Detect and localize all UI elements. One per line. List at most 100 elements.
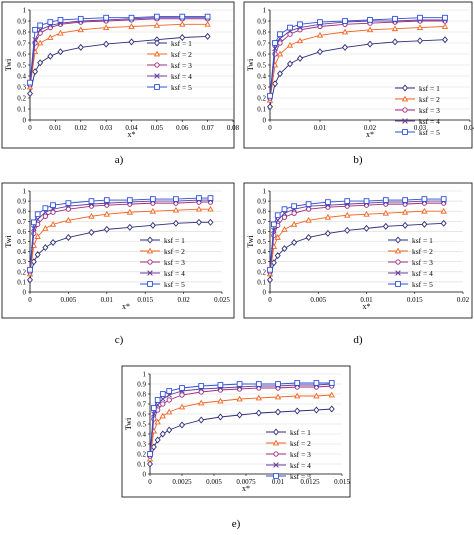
data-point xyxy=(166,426,173,434)
y-tick-label: 0.9 xyxy=(17,198,26,206)
data-point xyxy=(440,196,447,202)
panel-label: e) xyxy=(232,518,241,530)
chart-panel-2: 0 0.1 0.2 0.3 0.4 0.5 0.6 0.7 0.8 0.9 1 0 0.01 0.02 0.… xyxy=(243,1,474,149)
x-axis-title: x* xyxy=(122,302,130,311)
legend-label: ksf = 1 xyxy=(412,236,433,245)
series-5 xyxy=(27,13,211,86)
legend-marker xyxy=(147,281,153,287)
data-point xyxy=(103,210,110,217)
legend-label: ksf = 3 xyxy=(290,450,311,459)
y-tick-label: 0.8 xyxy=(17,29,26,37)
legend-marker xyxy=(153,50,161,57)
legend-marker xyxy=(395,281,401,287)
legend-label: ksf = 5 xyxy=(419,128,440,137)
panel-label: a) xyxy=(115,154,124,166)
data-point xyxy=(36,39,44,46)
data-point xyxy=(421,220,428,228)
legend: ksf = 1 ksf = 2 ksf = 3 ksf = 4 ksf = 5 xyxy=(388,236,433,289)
data-point xyxy=(286,41,294,48)
legend: ksf = 1 ksf = 2 ksf = 3 ksf = 4 ksf = 5 xyxy=(147,39,192,92)
data-point xyxy=(57,29,64,36)
data-point xyxy=(305,233,312,241)
data-point xyxy=(290,221,298,227)
data-point xyxy=(236,381,243,387)
x-axis-title: x* xyxy=(128,130,136,139)
chart-panel-4: 0 0.1 0.2 0.3 0.4 0.5 0.6 0.7 0.8 0.9 1 0 0.005 0.01 0… xyxy=(243,182,473,319)
data-point xyxy=(32,68,39,76)
data-point xyxy=(402,221,409,229)
data-point xyxy=(344,211,351,218)
x-tick-label: 0.02 xyxy=(177,296,190,304)
data-point xyxy=(441,23,449,29)
data-point xyxy=(65,200,72,206)
chart-panel-3: 0 0.1 0.2 0.3 0.4 0.5 0.6 0.7 0.8 0.9 1 0 0.005 0.01 0… xyxy=(1,182,235,319)
x-tick-label: 0 xyxy=(268,124,272,132)
data-point xyxy=(150,196,156,202)
legend-label: ksf = 3 xyxy=(419,106,440,115)
y-tick-label: 0.7 xyxy=(17,218,26,226)
y-tick-label: 0.7 xyxy=(17,40,26,48)
series-5 xyxy=(267,14,448,99)
data-point xyxy=(392,15,398,22)
data-point xyxy=(159,391,166,397)
y-tick-label: 1 xyxy=(263,188,267,196)
panel-label: c) xyxy=(115,334,124,346)
x-tick-label: 0.03 xyxy=(414,124,427,132)
data-point xyxy=(277,70,283,78)
data-point xyxy=(37,59,44,67)
y-tick-label: 0.9 xyxy=(17,18,26,26)
data-point xyxy=(294,407,301,415)
data-point xyxy=(126,223,133,231)
data-point xyxy=(65,216,72,223)
data-point xyxy=(297,21,303,28)
data-point xyxy=(276,50,284,57)
y-axis-title: Twi xyxy=(4,235,13,248)
data-point xyxy=(207,218,214,226)
legend-label: ksf = 4 xyxy=(412,269,433,278)
x-tick-label: 0.015 xyxy=(137,296,153,304)
legend-marker xyxy=(273,462,279,468)
legend-marker xyxy=(395,270,401,276)
y-tick-label: 0 xyxy=(263,289,267,297)
x-axis-title: x* xyxy=(366,130,374,139)
data-point xyxy=(291,239,298,247)
legend-marker xyxy=(272,439,280,446)
chart-panel-1: 0 0.1 0.2 0.3 0.4 0.5 0.6 0.7 0.8 0.9 1 0 0.01 0.02 0.… xyxy=(1,1,240,149)
y-tick-label: 0.5 xyxy=(137,421,146,429)
data-point xyxy=(173,196,179,202)
data-point xyxy=(294,380,301,386)
data-point xyxy=(34,233,41,239)
data-point xyxy=(27,266,33,273)
x-tick-label: 0.01 xyxy=(49,124,62,132)
data-point xyxy=(440,219,447,227)
data-point xyxy=(287,24,293,31)
y-axis-title: Twi xyxy=(124,417,133,430)
legend-marker xyxy=(394,247,402,254)
panel-label: b) xyxy=(353,154,363,166)
y-tick-label: 0.1 xyxy=(257,106,266,114)
data-point xyxy=(255,381,262,387)
legend-label: ksf = 4 xyxy=(164,269,185,278)
y-tick-label: 0.4 xyxy=(257,73,266,81)
y-tick-label: 0.2 xyxy=(17,268,26,276)
data-point xyxy=(32,36,38,43)
y-tick-label: 0.9 xyxy=(137,381,146,389)
data-point xyxy=(34,211,41,218)
y-tick-label: 1 xyxy=(263,7,267,15)
data-point xyxy=(316,31,324,38)
data-point xyxy=(42,213,48,219)
data-point xyxy=(416,24,424,30)
data-point xyxy=(281,226,288,232)
y-tick-label: 0 xyxy=(143,471,147,479)
y-tick-label: 0.3 xyxy=(17,84,26,92)
y-tick-label: 0.8 xyxy=(17,208,26,216)
data-point xyxy=(166,388,173,394)
y-tick-label: 0.7 xyxy=(257,40,266,48)
y-tick-label: 0.7 xyxy=(257,218,266,226)
legend-marker xyxy=(154,62,160,68)
data-point xyxy=(313,406,320,414)
data-point xyxy=(27,79,33,86)
data-point xyxy=(160,401,166,407)
y-tick-label: 0.9 xyxy=(257,198,266,206)
data-point xyxy=(305,216,312,223)
